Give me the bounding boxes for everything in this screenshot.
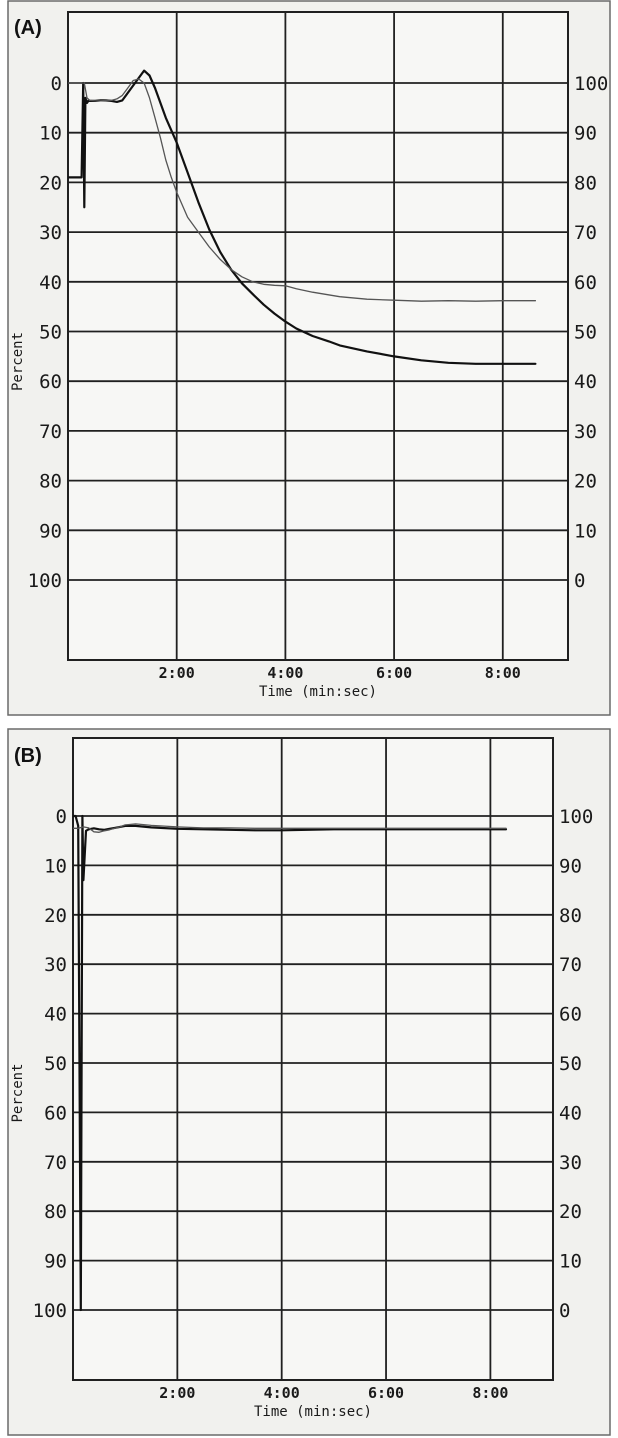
y-right-tick-label: 40: [574, 371, 597, 393]
y-right-tick-label: 80: [559, 905, 582, 927]
y-left-tick-label: 70: [39, 421, 62, 443]
y-right-tick-label: 40: [559, 1102, 582, 1124]
y-right-tick-label: 80: [574, 172, 597, 194]
series-line-1: [68, 69, 537, 365]
y-right-tick-label: 50: [559, 1053, 582, 1075]
y-left-tick-label: 30: [39, 222, 62, 244]
panel-label: (A): [14, 17, 42, 39]
series-line-2: [68, 78, 537, 302]
y-left-tick-label: 100: [33, 1300, 67, 1322]
y-right-tick-label: 50: [574, 322, 597, 344]
y-left-tick-label: 60: [44, 1102, 67, 1124]
y-right-tick-label: 100: [559, 806, 593, 828]
y-right-tick-label: 0: [574, 570, 585, 592]
y-left-tick-label: 60: [39, 371, 62, 393]
y-left-tick-label: 90: [39, 520, 62, 542]
y-left-tick-label: 0: [51, 73, 62, 95]
plot-area: [72, 737, 554, 1381]
y-left-tick-label: 0: [56, 806, 67, 828]
y-right-tick-label: 90: [574, 123, 597, 145]
y-left-tick-label: 20: [39, 172, 62, 194]
y-left-tick-label: 40: [44, 1004, 67, 1026]
x-tick-label: 8:00: [485, 664, 521, 682]
y-right-tick-label: 100: [574, 73, 608, 95]
x-tick-label: 2:00: [159, 1384, 195, 1402]
y-right-tick-label: 30: [559, 1152, 582, 1174]
y-left-tick-label: 30: [44, 954, 67, 976]
y-right-tick-label: 20: [559, 1201, 582, 1223]
y-axis-label: Percent: [10, 1063, 26, 1122]
panel-label: (B): [14, 745, 42, 767]
plot-area: [67, 11, 569, 661]
y-left-tick-label: 80: [39, 471, 62, 493]
x-tick-label: 6:00: [376, 664, 412, 682]
x-tick-label: 2:00: [159, 664, 195, 682]
y-right-tick-label: 0: [559, 1300, 570, 1322]
y-right-tick-label: 10: [574, 520, 597, 542]
y-left-tick-label: 90: [44, 1251, 67, 1273]
y-left-tick-label: 20: [44, 905, 67, 927]
y-axis-label: Percent: [10, 332, 26, 391]
y-right-tick-label: 20: [574, 471, 597, 493]
x-axis-label: Time (min:sec): [259, 684, 377, 700]
y-left-tick-label: 50: [44, 1053, 67, 1075]
x-tick-label: 6:00: [368, 1384, 404, 1402]
x-tick-label: 4:00: [267, 664, 303, 682]
y-right-tick-label: 10: [559, 1251, 582, 1273]
y-right-tick-label: 30: [574, 421, 597, 443]
y-left-tick-label: 100: [28, 570, 62, 592]
x-tick-label: 4:00: [264, 1384, 300, 1402]
y-left-tick-label: 70: [44, 1152, 67, 1174]
x-tick-label: 8:00: [472, 1384, 508, 1402]
chart-panel-b: 0 100 10 90 20 80 30 70 40 60 50 50 60 40 70 30 80 20 90 10…: [0, 728, 618, 1438]
y-right-tick-label: 70: [559, 954, 582, 976]
y-left-tick-label: 50: [39, 322, 62, 344]
y-right-tick-label: 90: [559, 855, 582, 877]
y-right-tick-label: 60: [559, 1004, 582, 1026]
y-right-tick-label: 60: [574, 272, 597, 294]
series-line-2: [73, 823, 507, 833]
y-left-tick-label: 40: [39, 272, 62, 294]
y-left-tick-label: 10: [39, 123, 62, 145]
x-axis-label: Time (min:sec): [254, 1404, 372, 1420]
y-right-tick-label: 70: [574, 222, 597, 244]
y-left-tick-label: 10: [44, 855, 67, 877]
chart-panel-a: 0 100 10 90 20 80 30 70 40 60 50 50 60 40 70 30 80 20 90 10…: [0, 0, 618, 718]
y-left-tick-label: 80: [44, 1201, 67, 1223]
